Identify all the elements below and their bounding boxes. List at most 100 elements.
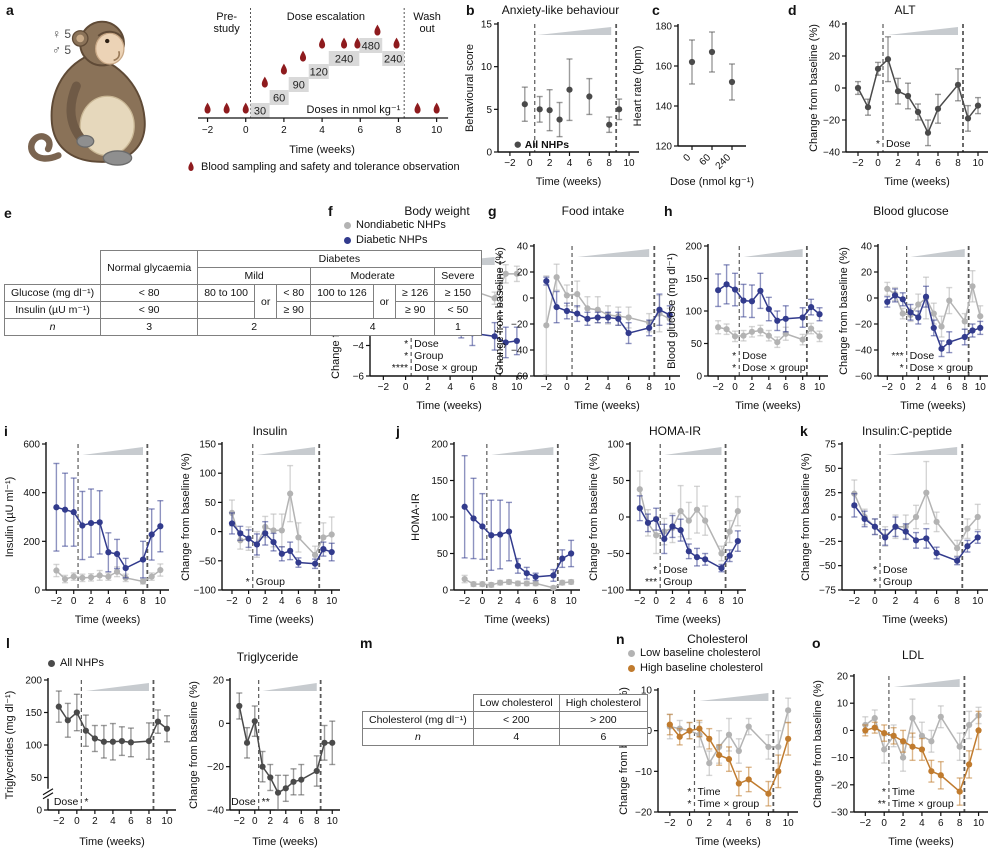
svg-text:−50: −50 bbox=[607, 549, 624, 560]
svg-text:Change from baseline (%): Change from baseline (%) bbox=[588, 453, 600, 581]
panel-d-title: ALT bbox=[894, 3, 916, 17]
svg-text:8: 8 bbox=[146, 816, 152, 827]
svg-text:20: 20 bbox=[837, 672, 849, 683]
svg-text:*: * bbox=[404, 350, 408, 362]
svg-text:0: 0 bbox=[210, 527, 216, 538]
svg-text:6: 6 bbox=[296, 596, 302, 607]
svg-text:0: 0 bbox=[866, 294, 872, 305]
svg-text:2: 2 bbox=[749, 382, 755, 393]
svg-text:0: 0 bbox=[646, 726, 652, 737]
svg-text:2: 2 bbox=[900, 818, 906, 829]
svg-text:2: 2 bbox=[670, 596, 676, 607]
panel-h-letter: h bbox=[664, 203, 673, 219]
svg-text:Dose: Dose bbox=[231, 796, 256, 808]
panel-l-legend: All NHPs bbox=[48, 656, 104, 671]
svg-text:Triglycerides (mg dl⁻¹): Triglycerides (mg dl⁻¹) bbox=[4, 691, 16, 800]
panel-b-letter: b bbox=[466, 2, 475, 18]
svg-text:Time (weeks): Time (weeks) bbox=[484, 614, 550, 626]
svg-text:0: 0 bbox=[243, 125, 249, 136]
svg-text:Dose (nmol kg⁻¹): Dose (nmol kg⁻¹) bbox=[670, 176, 754, 188]
svg-text:2: 2 bbox=[88, 596, 94, 607]
svg-text:−2: −2 bbox=[849, 596, 861, 607]
svg-text:−2: −2 bbox=[634, 596, 646, 607]
svg-text:0: 0 bbox=[872, 596, 878, 607]
svg-text:5: 5 bbox=[486, 105, 492, 116]
svg-text:All NHPs: All NHPs bbox=[525, 139, 570, 151]
svg-text:10: 10 bbox=[155, 596, 167, 607]
svg-text:0: 0 bbox=[403, 382, 409, 393]
svg-text:Dose escalation: Dose escalation bbox=[287, 11, 365, 23]
svg-text:240: 240 bbox=[714, 152, 734, 172]
svg-text:−2: −2 bbox=[504, 158, 516, 169]
blood-sampling-label: Blood sampling and safety and tolerance … bbox=[201, 161, 460, 173]
svg-text:8: 8 bbox=[962, 382, 968, 393]
svg-text:Time (weeks): Time (weeks) bbox=[536, 176, 602, 188]
legend-item: All NHPs bbox=[48, 656, 104, 671]
svg-text:0: 0 bbox=[681, 152, 693, 164]
panel-g-title: Food intake bbox=[561, 204, 625, 218]
svg-text:40: 40 bbox=[829, 20, 841, 31]
svg-text:240: 240 bbox=[384, 54, 402, 66]
svg-text:Doses in nmol kg⁻¹: Doses in nmol kg⁻¹ bbox=[307, 104, 401, 116]
svg-text:Change from baseline (%): Change from baseline (%) bbox=[812, 680, 824, 808]
panel-o-chart: 20 10 0 −10 −20 −30 −2 0 2 4 6 8 10 * Time ** Time × gro… bbox=[810, 668, 996, 848]
panel-d-chart: −40 −20 0 20 40 −2 0 2 4 6 8 10 * Dose Change from bas… bbox=[806, 16, 996, 188]
svg-text:10: 10 bbox=[732, 596, 744, 607]
panel-h-chart-percent: 40 20 0 −20 −40 −60 −2 0 2 4 6 8 10 *** Dose * Dose × gr… bbox=[836, 238, 996, 412]
svg-text:60: 60 bbox=[697, 152, 713, 168]
svg-text:0: 0 bbox=[732, 382, 738, 393]
svg-text:−2: −2 bbox=[860, 818, 872, 829]
svg-text:50: 50 bbox=[205, 498, 217, 509]
svg-text:Time (weeks): Time (weeks) bbox=[888, 836, 954, 848]
panel-k-letter: k bbox=[800, 423, 808, 439]
panel-f-letter: f bbox=[328, 203, 333, 219]
svg-text:150: 150 bbox=[431, 476, 448, 487]
svg-text:0: 0 bbox=[881, 818, 887, 829]
svg-text:−2: −2 bbox=[459, 596, 471, 607]
svg-text:2: 2 bbox=[916, 382, 922, 393]
svg-text:Time × group: Time × group bbox=[697, 798, 759, 810]
svg-text:10: 10 bbox=[431, 125, 443, 136]
svg-text:0: 0 bbox=[480, 596, 486, 607]
cholesterol-group-table: Low cholesterol High cholesterol Cholester… bbox=[362, 694, 649, 746]
svg-text:6: 6 bbox=[746, 818, 752, 829]
svg-text:Change from baseline (%): Change from baseline (%) bbox=[494, 247, 506, 375]
svg-text:50: 50 bbox=[613, 476, 625, 487]
svg-text:*: * bbox=[246, 576, 250, 588]
svg-text:*: * bbox=[873, 564, 877, 576]
svg-text:50: 50 bbox=[31, 773, 43, 784]
svg-text:−40: −40 bbox=[207, 806, 224, 817]
panel-f-legend: Nondiabetic NHPs Diabetic NHPs bbox=[344, 218, 446, 248]
svg-text:0: 0 bbox=[522, 294, 528, 305]
svg-text:100: 100 bbox=[199, 469, 216, 480]
panel-i-title: Insulin bbox=[252, 424, 288, 438]
svg-text:0: 0 bbox=[900, 382, 906, 393]
svg-text:−75: −75 bbox=[819, 586, 836, 597]
panel-n-chart: 10 0 −10 −20 −2 0 2 4 6 8 10 * Time * Time × group Chan… bbox=[616, 682, 806, 848]
svg-text:4: 4 bbox=[447, 382, 453, 393]
svg-text:−50: −50 bbox=[819, 561, 836, 572]
svg-text:*: * bbox=[900, 362, 904, 374]
legend-label: Low baseline cholesterol bbox=[640, 647, 761, 659]
svg-text:120: 120 bbox=[655, 142, 672, 153]
svg-text:Time (weeks): Time (weeks) bbox=[252, 836, 318, 848]
legend-dot-icon bbox=[628, 665, 635, 672]
panel-d-letter: d bbox=[788, 2, 797, 18]
svg-text:240: 240 bbox=[335, 54, 353, 66]
svg-text:2: 2 bbox=[497, 596, 503, 607]
svg-text:2: 2 bbox=[895, 158, 901, 169]
svg-text:Dose × group: Dose × group bbox=[910, 362, 973, 374]
svg-text:Time: Time bbox=[892, 786, 915, 798]
panel-e-letter: e bbox=[4, 205, 12, 221]
svg-text:0: 0 bbox=[618, 513, 624, 524]
svg-text:160: 160 bbox=[655, 62, 672, 73]
svg-text:10: 10 bbox=[975, 382, 987, 393]
svg-text:2: 2 bbox=[893, 596, 899, 607]
svg-text:8: 8 bbox=[492, 382, 498, 393]
svg-text:60: 60 bbox=[273, 93, 285, 105]
glycaemia-classification-table: Normal glycaemia Diabetes Mild Moderate Seve… bbox=[3, 250, 482, 336]
svg-text:0: 0 bbox=[687, 818, 693, 829]
svg-text:10: 10 bbox=[783, 818, 795, 829]
legend-item: Low baseline cholesterol bbox=[628, 646, 763, 661]
svg-text:Time (weeks): Time (weeks) bbox=[416, 400, 482, 412]
